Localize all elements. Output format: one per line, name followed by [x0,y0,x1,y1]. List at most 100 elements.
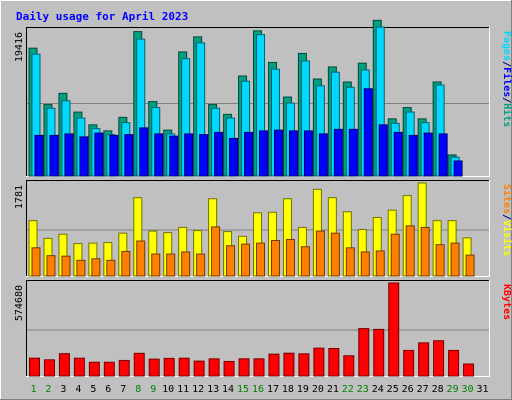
bar-sites-day-30 [465,254,475,277]
bar-sites-day-29 [450,242,460,277]
bar-pages-day-18 [288,130,298,177]
bar-kbytes-day-15 [238,358,250,377]
bar-pages-day-1 [34,134,44,177]
bar-pages-day-6 [109,134,119,177]
y-axis-max-label: 574680 [14,285,25,321]
x-tick-label: 6 [105,384,111,395]
bar-kbytes-day-10 [163,357,175,377]
x-tick-label: 25 [387,384,399,395]
y-axis-max-label: 1781 [14,185,25,209]
x-tick-label: 26 [402,384,414,395]
x-tick-label: 11 [177,384,189,395]
bar-kbytes-day-4 [73,357,85,377]
bar-kbytes-day-11 [178,357,190,377]
bar-kbytes-day-9 [148,358,160,377]
bar-pages-day-4 [79,136,89,177]
bar-pages-day-24 [378,124,388,177]
bar-kbytes-day-25 [388,282,400,377]
panel-legend: Sites/Visits [501,184,512,256]
bar-kbytes-day-18 [283,352,295,377]
bar-pages-day-27 [423,132,433,177]
x-tick-label: 21 [327,384,339,395]
x-tick-label: 27 [417,384,429,395]
bar-kbytes-day-28 [433,340,445,377]
bar-sites-day-8 [136,240,146,277]
bar-sites-day-12 [196,253,206,277]
y-axis-max-label: 19416 [14,32,25,62]
bar-pages-day-5 [94,132,104,177]
bar-pages-day-12 [199,134,209,177]
bar-sites-day-3 [61,255,71,277]
bar-sites-day-27 [420,226,430,277]
panel-legend: KBytes [501,284,512,320]
bar-sites-day-11 [181,251,191,277]
bar-sites-day-16 [256,242,266,277]
bar-pages-day-16 [259,130,269,177]
panel-hits-files-pages: 19416 Pages/Files/Hits [14,19,512,177]
bar-pages-day-8 [139,127,149,177]
legend-item-1: / [501,61,512,67]
bar-pages-day-29 [453,160,463,177]
x-tick-label: 3 [60,384,66,395]
bar-pages-day-13 [214,131,224,177]
x-tick-label: 7 [120,384,126,395]
bar-kbytes-day-23 [358,328,370,377]
bar-pages-day-22 [348,128,358,177]
bar-kbytes-day-22 [343,355,355,377]
bar-sites-day-1 [31,247,41,277]
bar-sites-day-22 [345,247,355,277]
bar-kbytes-day-16 [253,358,265,377]
x-tick-label: 1 [30,384,36,395]
bar-sites-day-4 [76,259,86,277]
panel-bars [28,182,475,277]
chart-panels: 19416 Pages/Files/Hits 1781 Sites/Visits 574… [14,19,512,377]
bar-pages-day-21 [333,128,343,177]
panel-legend: Pages/Files/Hits [501,31,512,127]
bar-sites-day-13 [211,226,221,277]
bar-sites-day-2 [46,255,56,277]
bar-kbytes-day-7 [118,359,130,377]
bar-sites-day-6 [106,259,116,277]
bar-sites-day-18 [285,238,295,277]
bar-kbytes-day-17 [268,353,280,377]
x-tick-label: 29 [447,384,459,395]
legend-item-0: KBytes [501,284,512,320]
chart-title: Daily usage for April 2023 [16,10,188,23]
bar-kbytes-day-19 [298,353,310,377]
x-tick-label: 14 [222,384,234,395]
bar-kbytes-day-21 [328,347,340,377]
x-tick-label: 5 [90,384,96,395]
bar-kbytes-day-30 [463,363,475,377]
x-tick-label: 15 [237,384,249,395]
bar-sites-day-10 [166,253,176,277]
bar-pages-day-19 [303,130,313,177]
bar-sites-day-7 [121,250,131,277]
x-tick-label: 23 [357,384,369,395]
x-axis-day-labels: 1 2 3 4 5 6 7 8 9 10 11 12 13 14 15 16 17 18 19 20 21 22 23 24 2… [30,384,488,395]
x-tick-label: 4 [75,384,81,395]
bar-sites-day-28 [435,244,445,277]
bar-sites-day-20 [315,230,325,277]
bar-kbytes-day-13 [208,358,220,377]
bar-kbytes-day-14 [223,360,235,377]
x-tick-label: 17 [267,384,279,395]
bar-pages-day-20 [318,133,328,177]
series-sites [31,225,475,277]
legend-item-1: / [501,214,512,220]
legend-item-0: Pages [501,31,512,61]
series-pages [34,88,463,177]
bar-kbytes-day-8 [133,352,145,377]
x-tick-label: 31 [476,384,488,395]
x-tick-label: 2 [45,384,51,395]
bar-pages-day-14 [229,137,239,177]
bar-pages-day-28 [438,133,448,177]
panel-kbytes: 574680 KBytes [14,280,512,377]
x-tick-label: 24 [372,384,384,395]
panel-bars [28,282,475,377]
legend-item-2: Visits [501,220,512,256]
bar-pages-day-25 [393,131,403,177]
bar-pages-day-15 [244,131,254,177]
bar-sites-day-21 [330,232,340,277]
bar-kbytes-day-12 [193,360,205,377]
bar-sites-day-15 [241,243,251,277]
